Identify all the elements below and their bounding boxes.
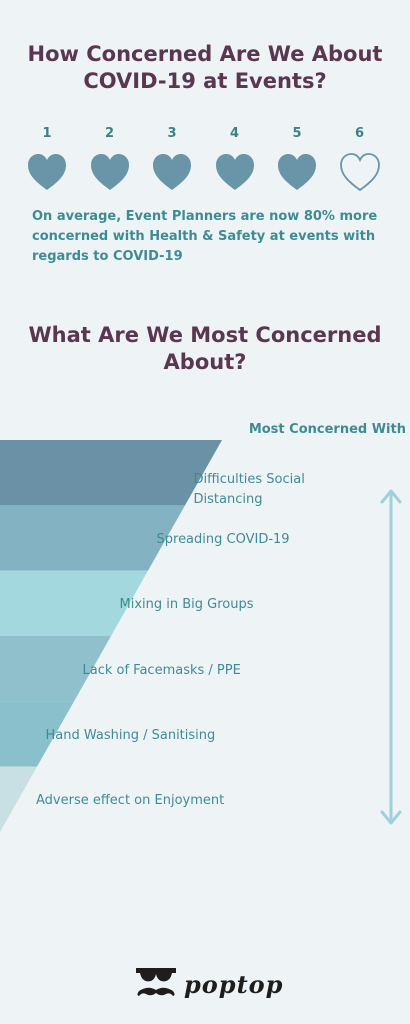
heart-outline-icon: [339, 153, 380, 192]
funnel-label-6: Adverse effect on Enjoyment: [36, 793, 225, 809]
logo-wordmark: poptop: [184, 969, 284, 999]
funnel-band-2: [0, 505, 185, 571]
funnel-label-1: Difficulties Social Distancing: [193, 472, 305, 507]
double-arrow-icon: [380, 489, 402, 825]
heart-filled-icon: [90, 154, 129, 190]
summary-text: On average, Event Planners are now 80% m…: [32, 209, 378, 264]
funnel-band-6: [0, 766, 37, 832]
heart-number: 4: [229, 126, 240, 141]
page-title: How Concerned Are We About COVID-19 at E…: [27, 42, 383, 93]
funnel-band-5: [0, 701, 74, 767]
rating-heart-6: 6: [335, 124, 385, 192]
funnel-band-3: [0, 570, 148, 636]
funnel-label-2: Spreading COVID-19: [156, 532, 290, 547]
rating-heart-1: 1: [22, 124, 72, 192]
heart-number: 2: [104, 126, 115, 141]
funnel-band-1: [0, 440, 222, 506]
poptop-logo: poptop: [134, 964, 283, 1004]
funnel-label-5: Hand Washing / Sanitising: [45, 728, 216, 743]
section-title: What Are We Most Concerned About?: [28, 323, 382, 374]
heart-number: 1: [42, 126, 52, 141]
funnel-label-3: Mixing in Big Groups: [119, 597, 254, 613]
heart-number: 6: [354, 126, 365, 141]
funnel-band-4: [0, 636, 111, 702]
rating-heart-4: 4: [210, 124, 260, 192]
heart-filled-icon: [28, 154, 66, 190]
rating-heart-3: 3: [147, 124, 197, 192]
concern-funnel: [0, 440, 222, 832]
rating-hearts: 1 2 3 4 5 6: [0, 124, 410, 204]
funnel-label-4: Lack of Facemasks / PPE: [82, 662, 241, 678]
rating-heart-5: 5: [272, 124, 322, 192]
mustache-glasses-icon: [136, 968, 176, 996]
heart-filled-icon: [215, 154, 254, 190]
heart-filled-icon: [153, 154, 191, 190]
heart-filled-icon: [278, 154, 316, 190]
heart-number: 3: [167, 126, 177, 141]
rating-heart-2: 2: [85, 124, 135, 192]
heart-number: 5: [292, 126, 302, 141]
most-concerned-label: Most Concerned With: [248, 422, 406, 437]
